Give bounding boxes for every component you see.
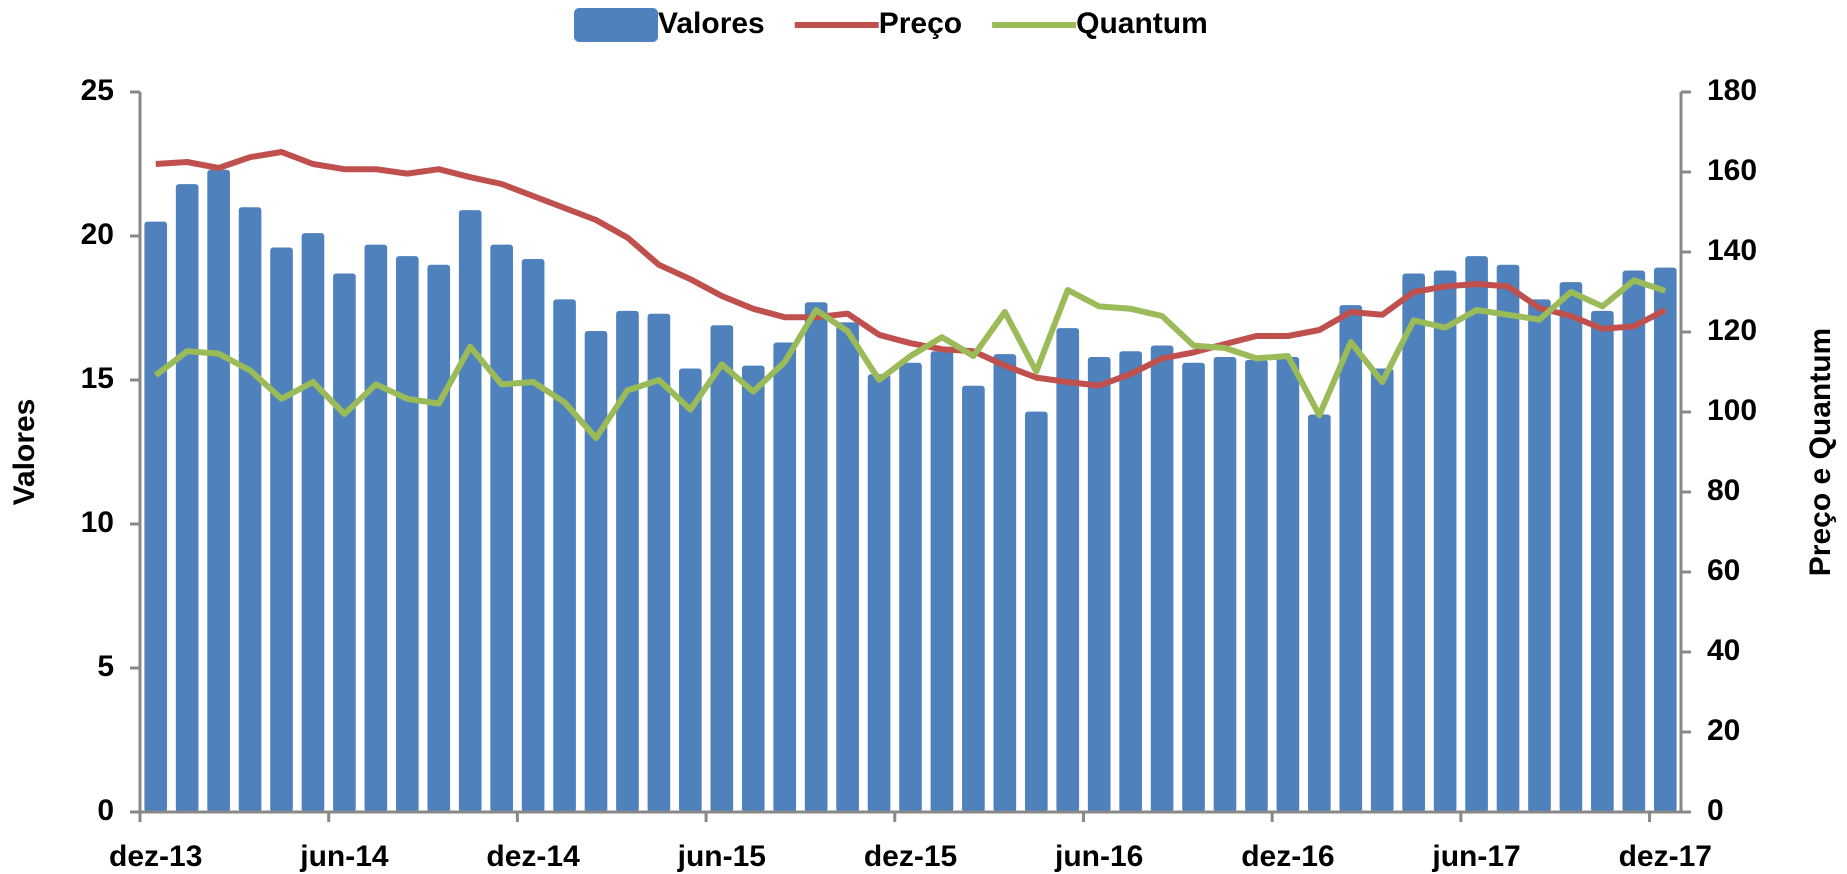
bar	[1276, 356, 1300, 812]
bar	[1245, 359, 1268, 812]
x-tick-label: dez-16	[1241, 840, 1334, 873]
bar	[1496, 264, 1520, 812]
bar	[1528, 299, 1551, 812]
bar	[395, 256, 419, 812]
bar	[1465, 256, 1488, 812]
y2-tick-label: 160	[1707, 154, 1757, 187]
bar	[836, 322, 859, 812]
bar	[553, 299, 576, 812]
bar	[1622, 270, 1646, 812]
bar	[1591, 310, 1614, 812]
line-series	[153, 277, 1667, 441]
bar	[207, 169, 230, 812]
bar	[867, 374, 891, 812]
y2-tick-label: 80	[1707, 474, 1740, 507]
x-tick-label: dez-17	[1619, 840, 1712, 873]
bar	[993, 354, 1017, 812]
bar	[364, 244, 388, 812]
legend-label: Preço	[879, 7, 962, 40]
y2-tick-label: 180	[1707, 74, 1757, 107]
bar	[144, 221, 168, 813]
x-tick-label: jun-14	[299, 840, 389, 873]
bar	[427, 264, 451, 812]
x-tick-label: dez-14	[486, 840, 580, 873]
bar	[1559, 282, 1583, 813]
legend-label: Quantum	[1076, 7, 1208, 40]
y-axis-title: Valores	[8, 399, 41, 506]
bar	[1653, 267, 1677, 812]
y-tick-label: 15	[81, 362, 114, 395]
bar	[333, 273, 356, 812]
bar	[899, 362, 922, 812]
bar	[238, 207, 262, 812]
y2-tick-label: 60	[1707, 554, 1740, 587]
bar	[1402, 273, 1426, 812]
bar	[647, 313, 671, 812]
y2-tick-label: 120	[1707, 314, 1757, 347]
y-tick-label: 5	[97, 650, 114, 683]
bar	[804, 302, 828, 812]
y-tick-label: 20	[81, 218, 114, 251]
bar	[930, 351, 954, 812]
bar	[1339, 305, 1363, 812]
y-tick-label: 10	[81, 506, 114, 539]
bar	[1182, 362, 1205, 812]
bar	[1433, 270, 1457, 812]
bar	[490, 244, 513, 812]
y2-tick-label: 0	[1707, 794, 1724, 827]
legend-swatch	[574, 8, 658, 42]
y2-tick-label: 140	[1707, 234, 1757, 267]
y2-tick-label: 40	[1707, 634, 1740, 667]
bar	[962, 385, 985, 812]
bar	[1150, 345, 1174, 812]
legend-label: Valores	[658, 7, 765, 40]
bar	[773, 342, 797, 812]
bar	[584, 331, 608, 812]
y2-tick-label: 100	[1707, 394, 1757, 427]
bar	[1087, 356, 1111, 812]
x-tick-label: dez-15	[864, 840, 957, 873]
y2-tick-label: 20	[1707, 714, 1740, 747]
bar	[741, 365, 765, 812]
y-tick-label: 25	[81, 74, 114, 107]
y2-axis-title: Preço e Quantum	[1804, 328, 1837, 576]
bar	[1308, 414, 1331, 812]
bar	[270, 247, 293, 812]
bar	[1024, 411, 1048, 812]
bar	[679, 368, 702, 812]
bar	[521, 259, 545, 812]
bar	[710, 325, 734, 812]
bar	[1370, 368, 1394, 812]
bar	[616, 310, 639, 812]
x-tick-label: jun-15	[677, 840, 766, 873]
x-tick-label: jun-17	[1431, 840, 1520, 873]
x-tick-label: dez-13	[109, 840, 202, 873]
bar	[1213, 356, 1237, 812]
bar	[1056, 328, 1080, 812]
bar	[301, 233, 325, 812]
y-tick-label: 0	[97, 794, 114, 827]
line-series	[155, 149, 1667, 389]
bar	[458, 210, 482, 812]
x-tick-label: jun-16	[1054, 840, 1143, 873]
bar	[175, 184, 199, 812]
bar	[1119, 351, 1142, 812]
